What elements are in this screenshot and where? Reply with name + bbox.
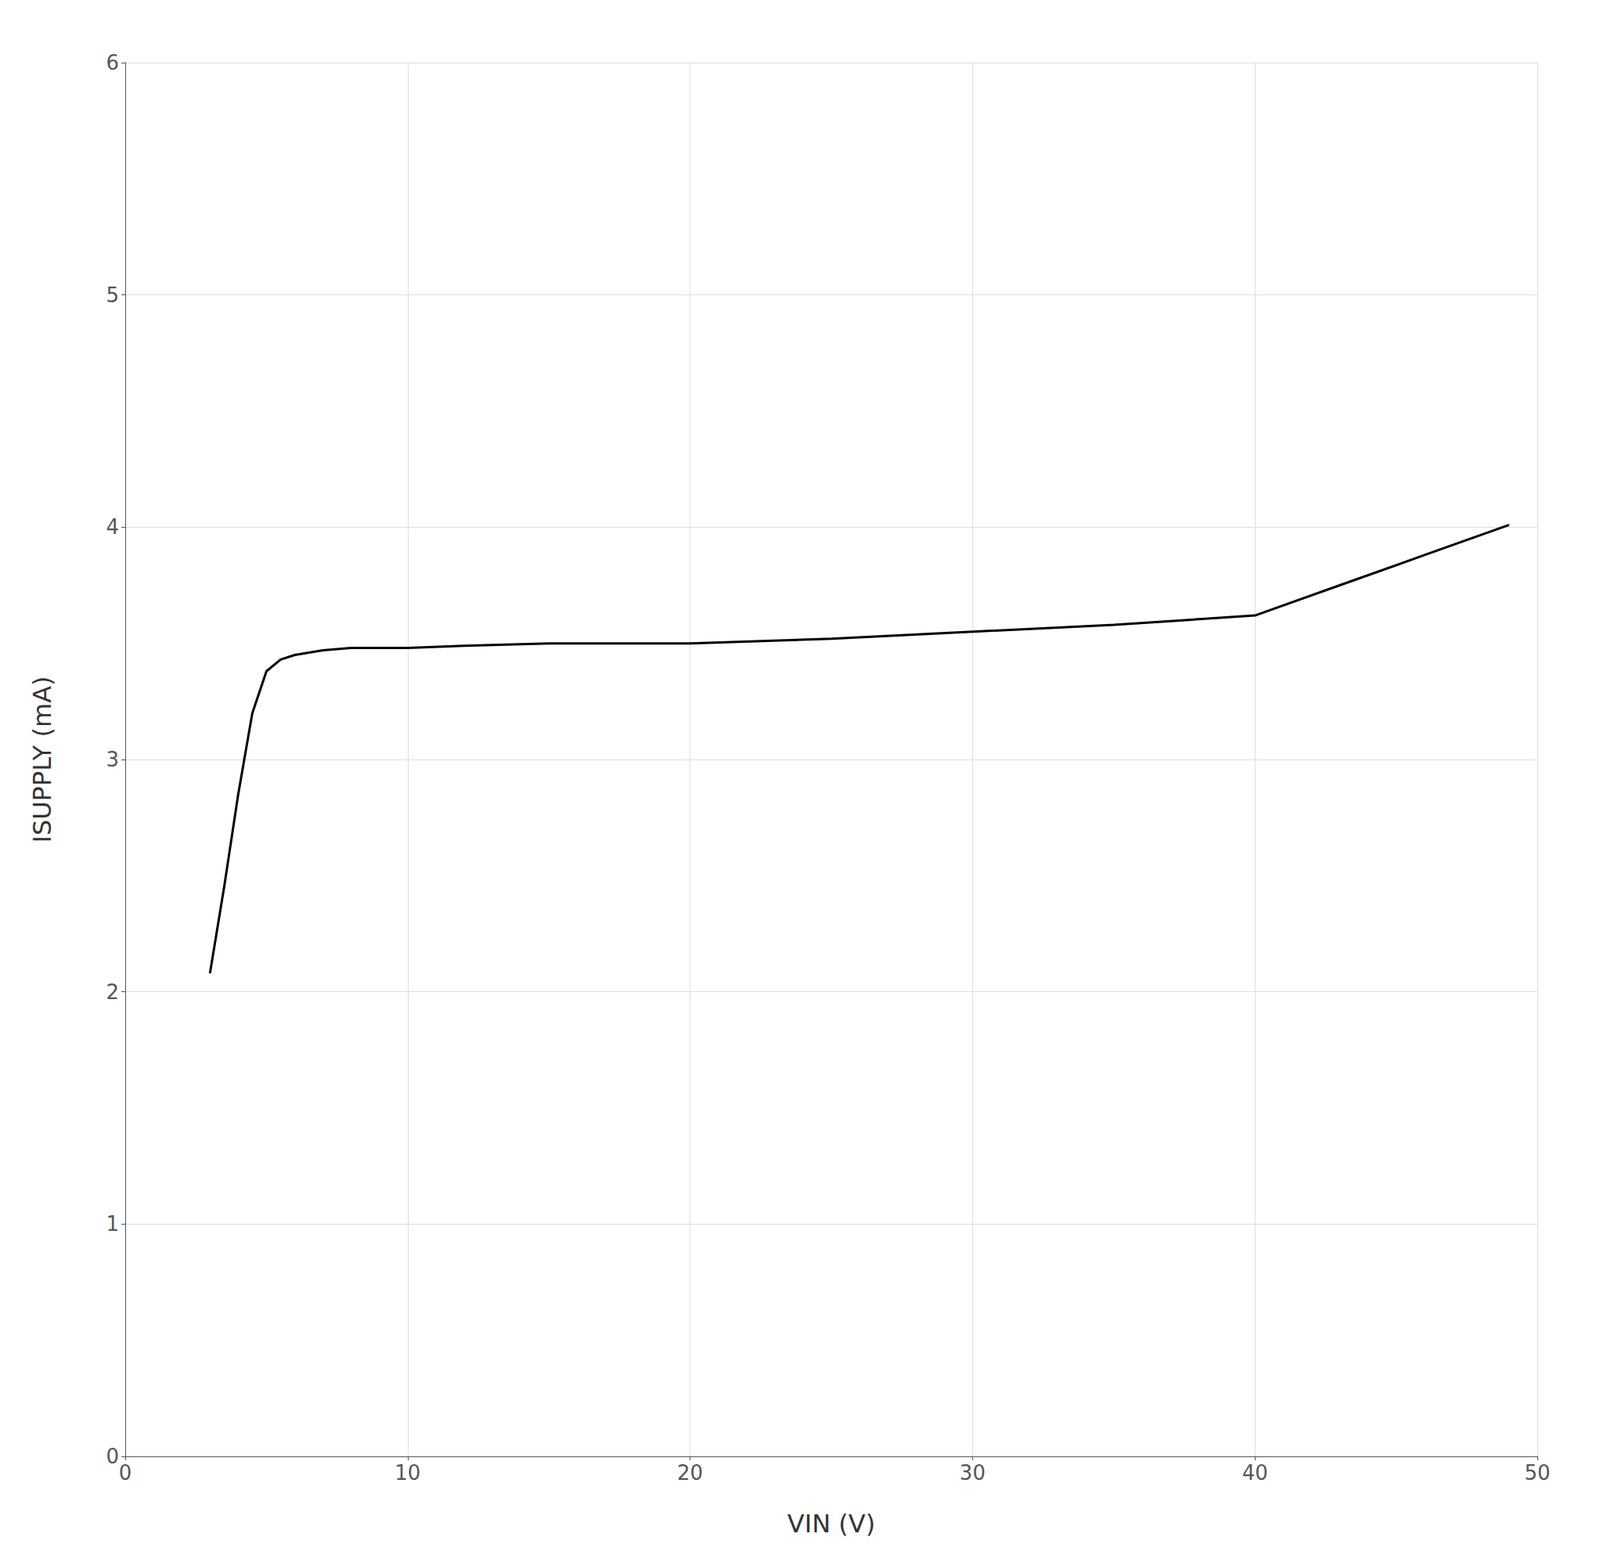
svg-text:5: 5 (105, 283, 119, 307)
svg-text:30: 30 (959, 1460, 986, 1485)
svg-text:20: 20 (677, 1460, 703, 1485)
svg-text:VIN (V): VIN (V) (787, 1508, 876, 1539)
svg-text:10: 10 (394, 1460, 421, 1485)
svg-text:ISUPPLY (mA): ISUPPLY (mA) (27, 675, 58, 843)
svg-text:6: 6 (105, 50, 119, 75)
svg-text:40: 40 (1242, 1460, 1269, 1485)
svg-text:3: 3 (105, 747, 119, 772)
svg-text:0: 0 (118, 1460, 133, 1485)
svg-text:1: 1 (105, 1211, 119, 1236)
svg-text:2: 2 (105, 980, 119, 1004)
svg-text:4: 4 (105, 515, 119, 539)
svg-text:50: 50 (1524, 1460, 1550, 1485)
svg-text:0: 0 (105, 1444, 119, 1468)
